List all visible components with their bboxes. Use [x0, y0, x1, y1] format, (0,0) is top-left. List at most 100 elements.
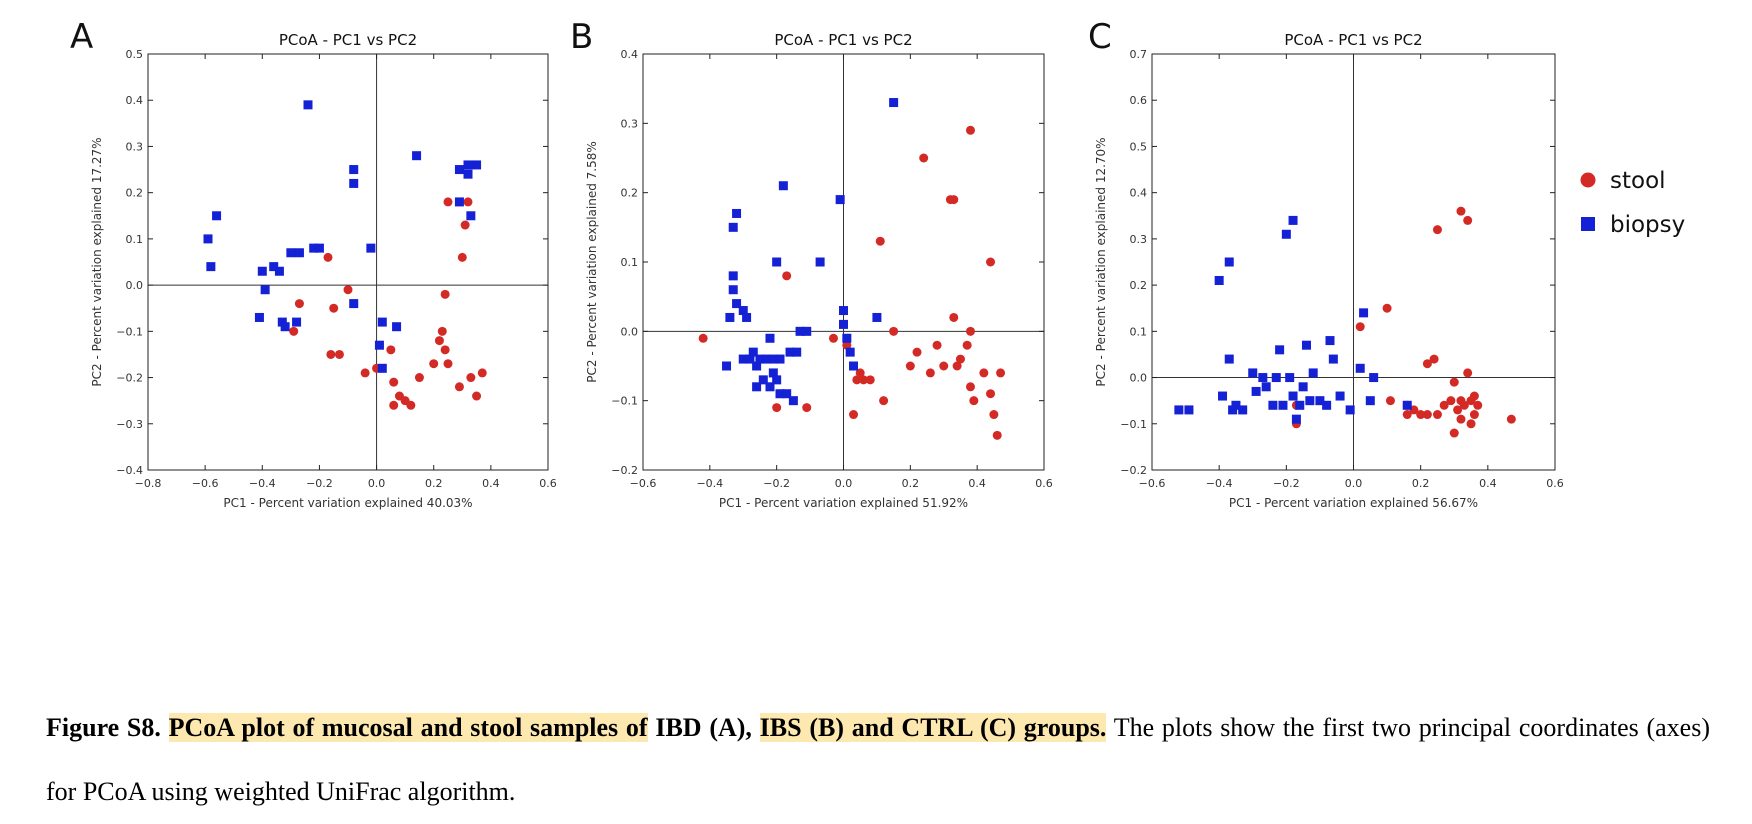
- data-point-stool: [865, 375, 875, 385]
- data-point-biopsy: [1228, 405, 1238, 415]
- y-tick-label: 0.1: [1130, 325, 1148, 338]
- data-point-biopsy: [722, 361, 732, 371]
- data-point-stool: [986, 257, 996, 267]
- y-axis-label: PC2 - Percent variation explained 17.27%: [90, 137, 104, 386]
- data-point-biopsy: [309, 243, 319, 253]
- series-biopsy: [722, 98, 899, 406]
- data-point-stool: [386, 345, 396, 355]
- x-tick-label: 0.0: [368, 477, 386, 490]
- data-point-biopsy: [349, 178, 359, 188]
- data-point-stool: [440, 345, 450, 355]
- data-point-biopsy: [349, 299, 359, 309]
- data-point-biopsy: [1345, 405, 1355, 415]
- data-point-biopsy: [728, 271, 738, 281]
- data-point-stool: [1506, 414, 1516, 424]
- x-tick-label: 0.4: [1479, 477, 1497, 490]
- data-point-biopsy: [1218, 391, 1228, 401]
- y-tick-label: −0.1: [611, 395, 638, 408]
- panel-letter: A: [70, 17, 93, 57]
- data-point-biopsy: [1288, 391, 1298, 401]
- series-biopsy: [1174, 215, 1412, 424]
- data-point-biopsy: [742, 312, 752, 322]
- data-point-biopsy: [765, 382, 775, 392]
- data-point-biopsy: [374, 340, 384, 350]
- data-point-stool: [772, 403, 782, 413]
- data-point-stool: [782, 271, 792, 281]
- data-point-biopsy: [1295, 400, 1305, 410]
- x-tick-label: −0.4: [696, 477, 723, 490]
- data-point-biopsy: [795, 326, 805, 336]
- data-point-stool: [434, 336, 444, 346]
- data-point-stool: [925, 368, 935, 378]
- data-point-stool: [1429, 354, 1439, 364]
- data-point-stool: [1453, 405, 1463, 415]
- x-axis-label: PC1 - Percent variation explained 56.67%: [1229, 496, 1478, 510]
- data-point-stool: [842, 340, 852, 350]
- data-point-biopsy: [725, 312, 735, 322]
- data-point-stool: [969, 396, 979, 406]
- data-point-biopsy: [314, 243, 324, 253]
- data-point-stool: [879, 396, 889, 406]
- data-point-biopsy: [377, 363, 387, 373]
- x-tick-label: 0.6: [539, 477, 557, 490]
- x-tick-label: 0.4: [968, 477, 986, 490]
- y-tick-label: 0.4: [126, 94, 144, 107]
- data-point-stool: [334, 349, 344, 359]
- legend-label-stool: stool: [1610, 168, 1666, 194]
- data-point-biopsy: [1224, 257, 1234, 267]
- data-point-biopsy: [1325, 336, 1335, 346]
- data-point-biopsy: [772, 257, 782, 267]
- data-point-stool: [472, 391, 482, 401]
- data-point-biopsy: [765, 333, 775, 343]
- data-point-biopsy: [839, 306, 848, 316]
- caption-label: Figure S8.: [46, 713, 161, 742]
- data-point-stool: [859, 375, 869, 385]
- data-point-biopsy: [257, 266, 267, 276]
- data-point-biopsy: [274, 266, 284, 276]
- y-tick-label: 0.0: [1130, 372, 1148, 385]
- data-point-stool: [965, 125, 975, 135]
- data-point-stool: [989, 410, 999, 420]
- y-tick-label: −0.3: [116, 418, 143, 431]
- y-tick-label: 0.2: [126, 187, 144, 200]
- y-tick-label: 0.5: [126, 48, 144, 61]
- data-point-biopsy: [768, 354, 778, 364]
- series-stool: [698, 125, 1006, 440]
- legend-marker-stool: [1580, 172, 1596, 188]
- panel-letter: C: [1088, 17, 1112, 57]
- data-point-stool: [1432, 410, 1442, 420]
- x-tick-label: −0.8: [135, 477, 162, 490]
- data-point-stool: [932, 340, 942, 350]
- data-point-stool: [360, 368, 370, 378]
- data-point-stool: [1449, 377, 1459, 387]
- data-point-biopsy: [839, 319, 848, 329]
- panel-letter: B: [570, 17, 593, 57]
- data-point-stool: [443, 197, 453, 207]
- data-point-biopsy: [1355, 363, 1365, 373]
- data-point-stool: [1466, 419, 1476, 429]
- data-point-biopsy: [889, 98, 899, 108]
- data-point-stool: [323, 252, 333, 262]
- data-point-stool: [1422, 410, 1432, 420]
- data-point-stool: [477, 368, 487, 378]
- data-point-stool: [1439, 400, 1449, 410]
- data-point-stool: [1446, 396, 1456, 406]
- data-point-stool: [828, 333, 838, 343]
- data-point-biopsy: [1231, 400, 1241, 410]
- data-point-stool: [1459, 400, 1469, 410]
- caption-title-part3: IBS (B) and CTRL (C) groups.: [759, 713, 1107, 742]
- data-point-biopsy: [377, 317, 387, 327]
- y-axis-label: PC2 - Percent variation explained 12.70%: [1094, 137, 1108, 386]
- data-point-stool: [939, 361, 949, 371]
- data-point-biopsy: [280, 322, 290, 332]
- y-tick-label: 0.3: [621, 117, 639, 130]
- data-point-biopsy: [1285, 373, 1295, 383]
- data-point-biopsy: [1258, 373, 1268, 383]
- chart-panel-b: −0.6 −0.4 −0.2 0.0 0.2 0.4 0.6 −0.2 −0.1 0.0 0.1 0.…: [570, 17, 1053, 510]
- data-point-biopsy: [1238, 405, 1248, 415]
- data-point-stool: [454, 382, 464, 392]
- data-point-stool: [949, 195, 959, 205]
- x-axis-label: PC1 - Percent variation explained 40.03%: [223, 496, 472, 510]
- data-point-stool: [443, 359, 453, 369]
- data-point-stool: [1416, 410, 1426, 420]
